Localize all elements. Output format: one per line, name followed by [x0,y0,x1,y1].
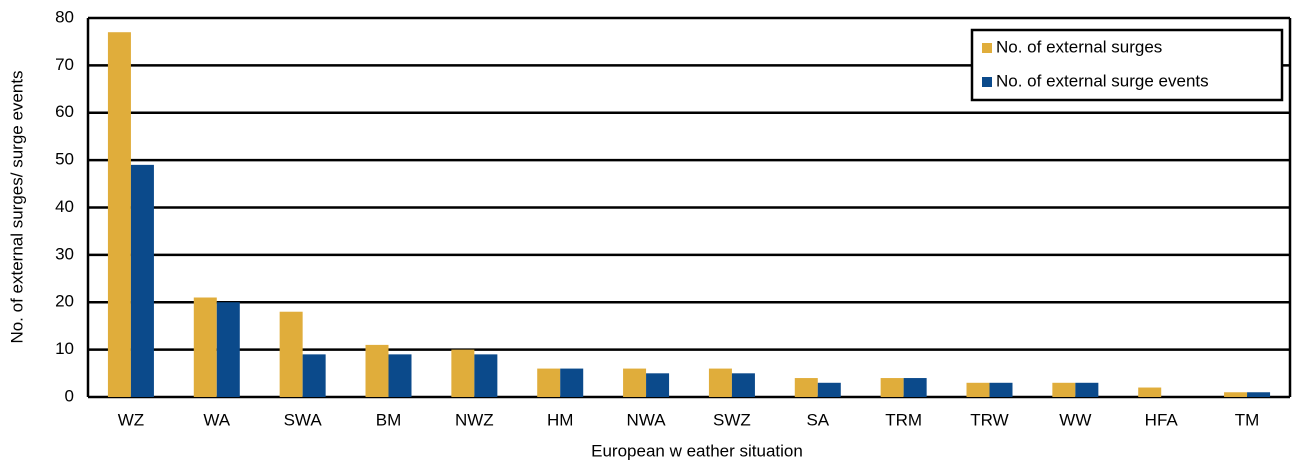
y-tick-label: 60 [55,102,74,121]
legend-label: No. of external surge events [996,71,1209,90]
bar [1138,387,1162,397]
y-tick-label: 30 [55,244,74,263]
x-tick-label: WZ [118,410,144,429]
bar [1052,382,1076,397]
bar [537,368,561,397]
bar [1075,382,1099,397]
bar [731,373,755,397]
bar [646,373,670,397]
y-axis-label: No. of external surges/ surge events [7,70,26,343]
bar [130,164,154,397]
x-tick-label: HFA [1145,410,1179,429]
bar [794,378,818,397]
bar [708,368,732,397]
bar [623,368,647,397]
x-tick-label: SWA [284,410,323,429]
bar [880,378,904,397]
x-tick-label: NWZ [455,410,494,429]
bar [966,382,990,397]
y-tick-label: 70 [55,55,74,74]
x-tick-label: SA [806,410,829,429]
bar [388,354,412,397]
bar [560,368,584,397]
bar [216,302,240,397]
x-tick-label: BM [376,410,402,429]
bar [989,382,1013,397]
x-tick-label: WW [1059,410,1091,429]
bar [903,378,927,397]
y-tick-label: 0 [65,386,74,405]
x-tick-label: HM [547,410,573,429]
y-tick-label: 20 [55,292,74,311]
bar [1247,392,1271,397]
x-tick-label: SWZ [713,410,751,429]
bar [365,344,389,397]
y-tick-label: 10 [55,339,74,358]
x-tick-label: NWA [627,410,667,429]
bar [302,354,326,397]
bar [451,349,475,397]
bar [107,32,131,398]
legend-swatch [982,43,992,53]
bar [1224,392,1248,397]
bar [193,297,217,397]
bar [474,354,498,397]
x-tick-label: WA [203,410,230,429]
legend-box [970,28,1284,102]
legend-label: No. of external surges [996,37,1162,56]
legend-swatch [982,77,992,87]
bar [817,382,841,397]
bar [279,311,303,397]
y-tick-label: 80 [55,7,74,26]
x-tick-label: TRM [885,410,922,429]
x-tick-label: TM [1235,410,1260,429]
y-tick-label: 50 [55,150,74,169]
y-tick-label: 40 [55,197,74,216]
x-axis-label: European w eather situation [591,441,803,460]
x-tick-label: TRW [970,410,1008,429]
